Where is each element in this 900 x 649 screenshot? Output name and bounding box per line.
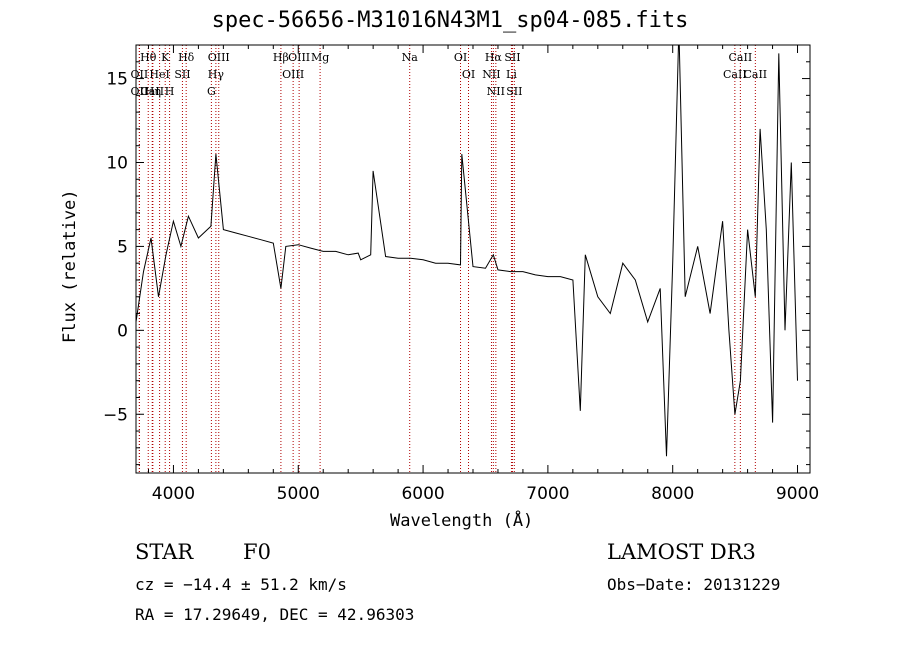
- spectral-line-labels: HθOIIOIICaIIHηKHeIHHδSIIOIIIHγGOIIIOIIIH…: [131, 51, 768, 98]
- spectral-line-markers: [138, 45, 756, 473]
- plot-frame: [135, 44, 811, 474]
- spectral-line-label: Hγ: [208, 68, 225, 81]
- x-axis-label: Wavelength (Å): [390, 511, 534, 531]
- spectral-line-label: OII: [131, 68, 149, 81]
- spectral-line-label: Na: [402, 51, 419, 64]
- spectral-line-label: Hθ: [140, 51, 157, 64]
- y-tick-label: −5: [103, 405, 128, 425]
- spectral-line-label: CaII: [140, 85, 164, 98]
- x-tick-label: 6000: [401, 484, 444, 504]
- spectral-line-label: OIII: [288, 51, 310, 64]
- y-axis-label: Flux (relative): [60, 189, 80, 343]
- spectral-line-label: SII: [174, 68, 190, 81]
- spectral-line-label: CaII: [723, 68, 747, 81]
- spectral-line-label: Hδ: [178, 51, 195, 64]
- chart-title: spec-56656-M31016N43M1_sp04-085.fits: [211, 8, 689, 33]
- y-tick-label: 0: [117, 321, 128, 341]
- axis-ticks: 4000 5000 6000 7000 8000 9000 −5 0 5 10 15: [103, 45, 819, 504]
- spectral-line-label: Mg: [311, 51, 329, 64]
- spectral-line-label: OI: [454, 51, 467, 64]
- spectrum-line: [136, 45, 798, 457]
- spectral-line-label: K: [161, 51, 170, 64]
- x-tick-label: 9000: [776, 484, 819, 504]
- y-tick-label: 10: [106, 153, 128, 173]
- spectral-line-label: OIII: [208, 51, 230, 64]
- x-tick-label: 4000: [152, 484, 195, 504]
- spectral-line-label: Hβ: [273, 51, 289, 64]
- object-class: STAR: [135, 540, 194, 564]
- x-tick-label: 7000: [526, 484, 569, 504]
- spectral-line-label: OII: [131, 85, 149, 98]
- redshift-velocity: cz = −14.4 ± 51.2 km/s: [135, 575, 347, 594]
- observation-date: Obs−Date: 20131229: [607, 575, 781, 594]
- subclass: F0: [243, 540, 271, 564]
- spectral-line-label: SII: [504, 51, 520, 64]
- y-tick-label: 15: [106, 70, 128, 90]
- spectral-line-label: OIII: [282, 68, 304, 81]
- spectral-line-label: Hα: [485, 51, 503, 64]
- spectral-line-label: Hη: [145, 85, 161, 98]
- spectral-line-label: H: [165, 85, 175, 98]
- x-tick-label: 8000: [651, 484, 694, 504]
- spectral-line-label: OI: [462, 68, 475, 81]
- spectral-line-label: NII: [487, 85, 505, 98]
- spectrum-series: [136, 45, 798, 457]
- spectral-line-label: NII: [482, 68, 500, 81]
- spectral-line-label: CaII: [743, 68, 767, 81]
- x-tick-label: 5000: [277, 484, 320, 504]
- survey-name: LAMOST DR3: [607, 540, 756, 564]
- spectral-line-label: HeI: [149, 68, 169, 81]
- spectral-line-label: G: [207, 85, 216, 98]
- coordinates: RA = 17.29649, DEC = 42.96303: [135, 605, 415, 624]
- spectral-line-label: Li: [506, 68, 517, 81]
- y-tick-label: 5: [117, 237, 128, 257]
- spectral-line-label: CaII: [729, 51, 753, 64]
- spectral-line-label: SII: [506, 85, 522, 98]
